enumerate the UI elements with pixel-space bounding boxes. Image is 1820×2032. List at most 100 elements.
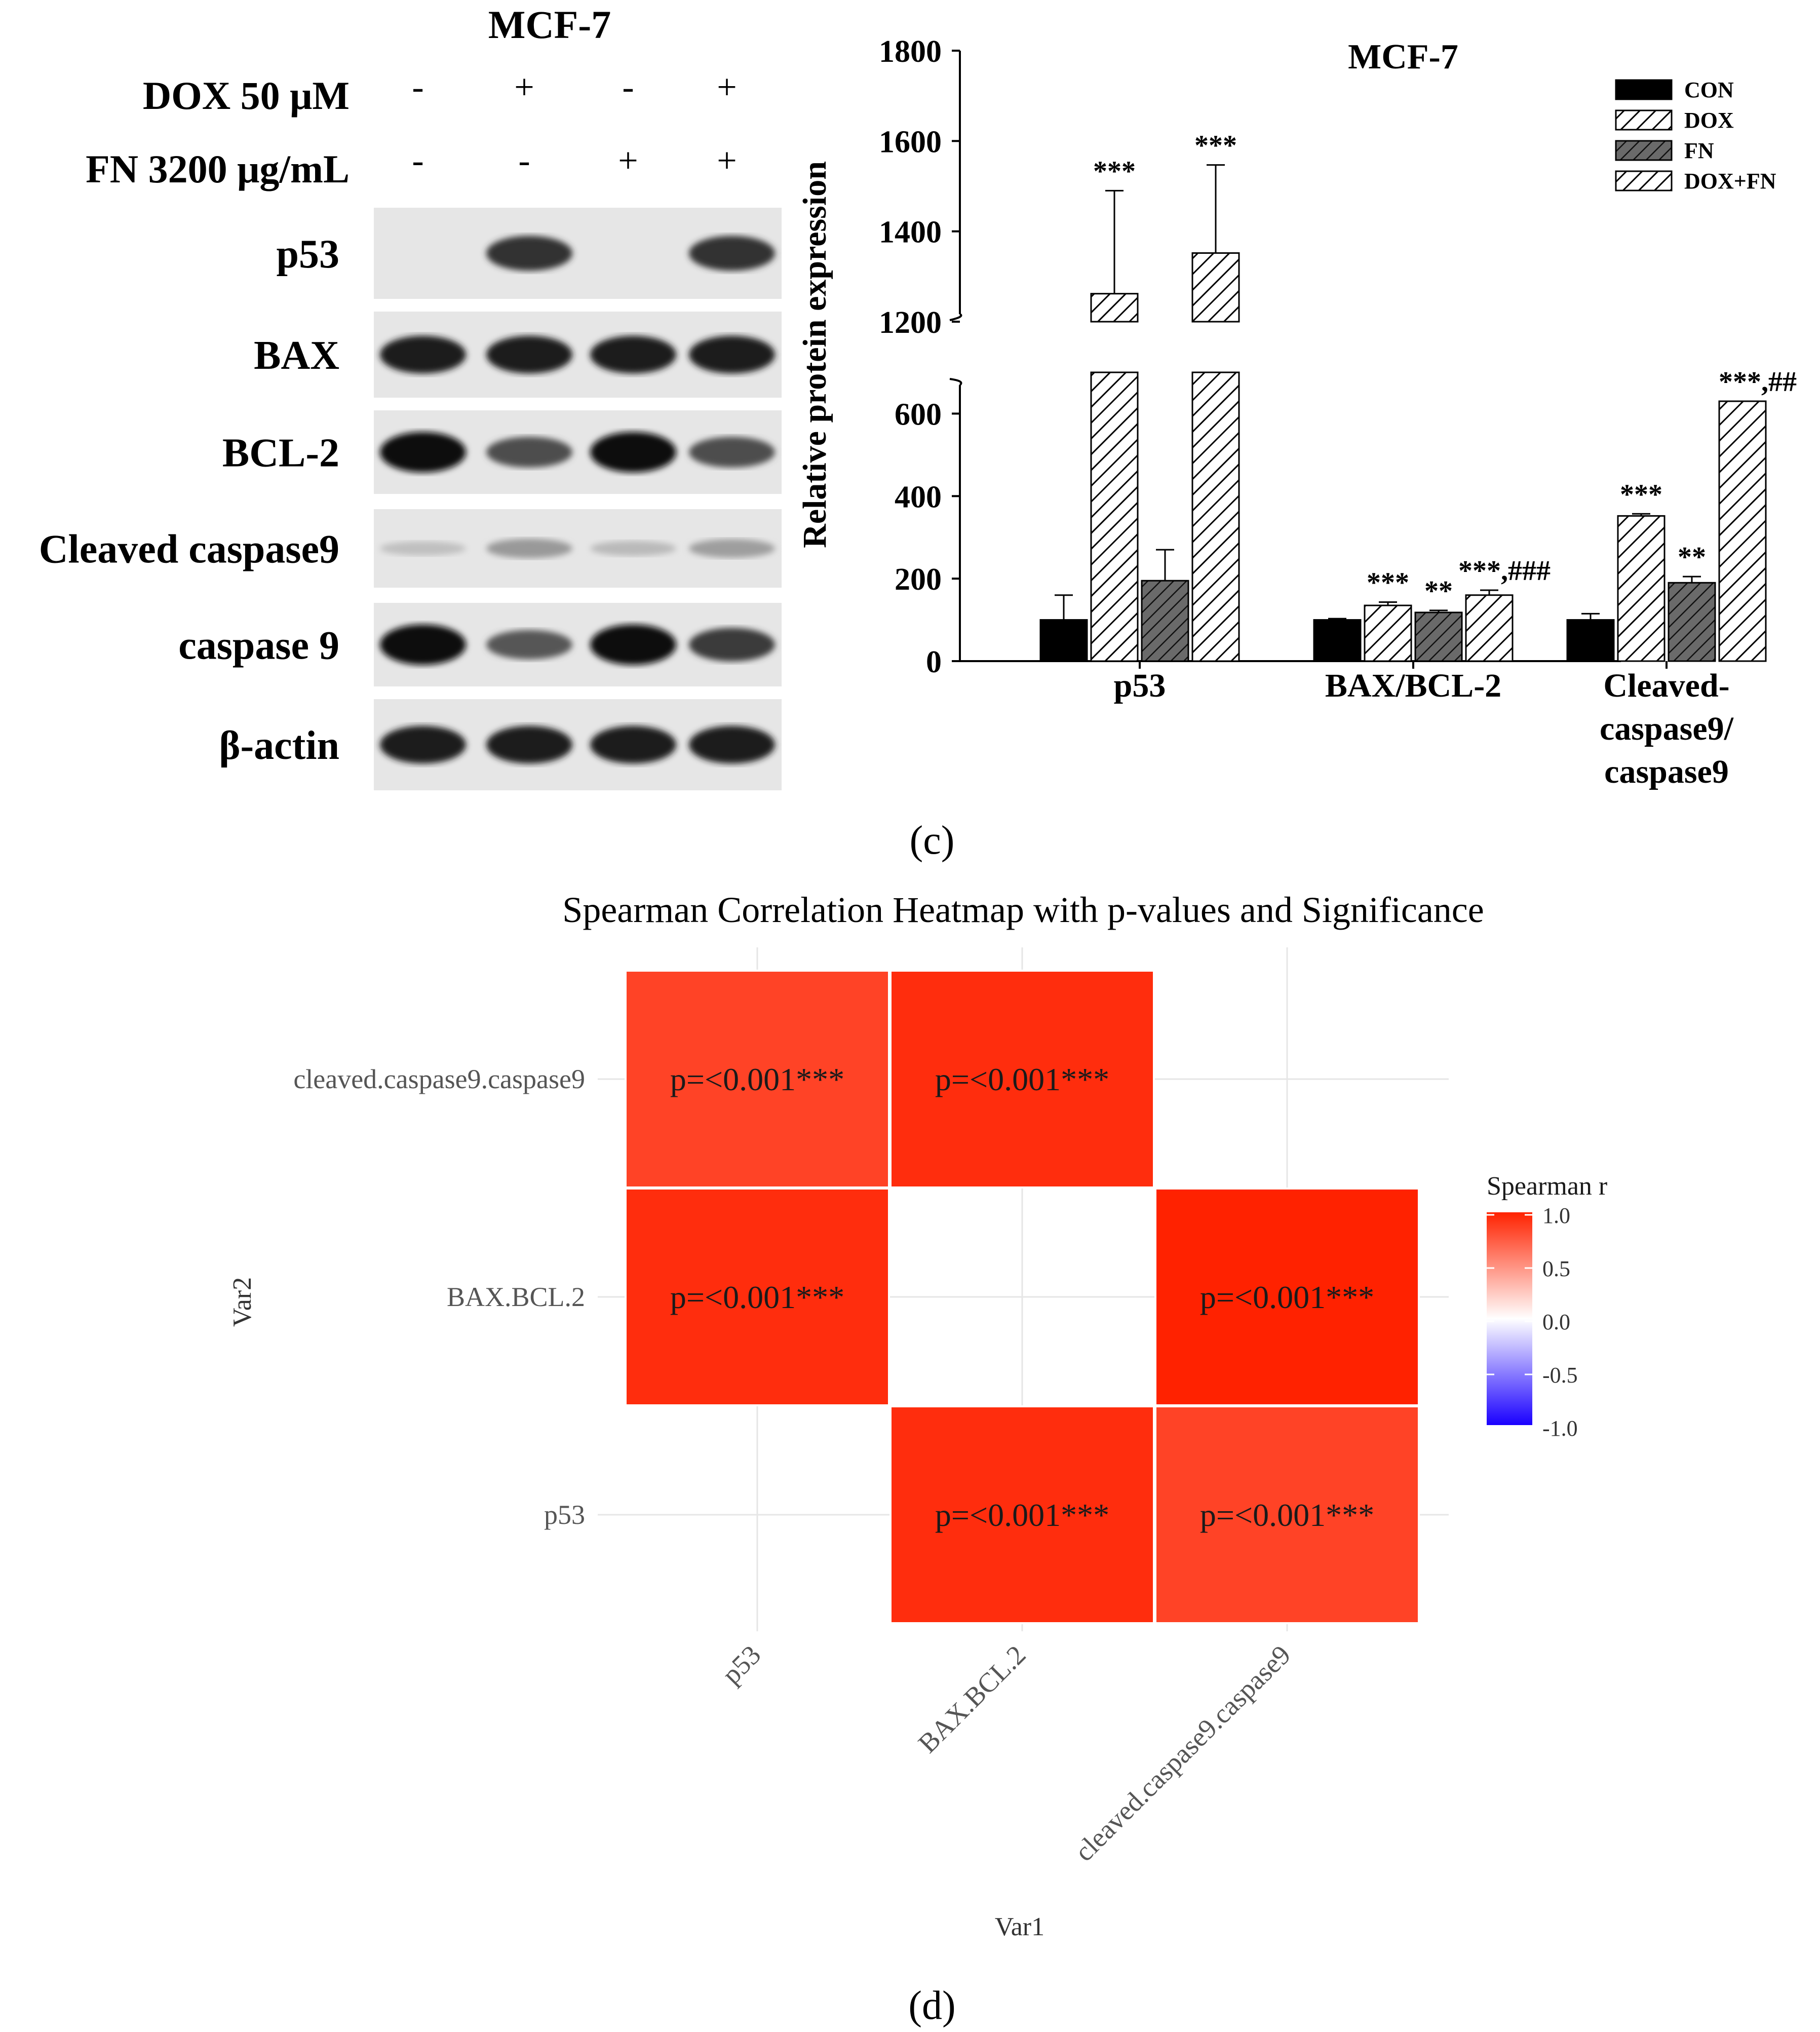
legend-label: CON — [1684, 78, 1734, 102]
bar — [1364, 604, 1412, 662]
bar-chart-axes: 0 200 400 600 1200 1400 1600 1800 p53 BAX/BCL-2 Cl… — [879, 34, 1734, 790]
treatment-sign: - — [518, 141, 530, 180]
band-label: BCL-2 — [222, 431, 339, 476]
heatmap-chart: Spearman Correlation Heatmap with p-valu… — [228, 890, 1607, 1941]
treatment-sign: + — [717, 141, 737, 180]
bar — [1566, 619, 1615, 662]
bar-chart: MCF-7 Relative protein expression 0 200 40… — [796, 34, 1797, 790]
y-tick-label: 1400 — [879, 215, 942, 250]
blot-band — [689, 335, 775, 374]
heatmap-x-axis-label: Var1 — [995, 1912, 1044, 1941]
bar — [1313, 619, 1362, 662]
panel-d-caption: (d) — [908, 1983, 955, 2028]
western-blot-panel: MCF-7 DOX 50 μM - + - + FN 3200 μg/mL - - + + p53… — [39, 3, 782, 790]
blot-band — [486, 437, 572, 468]
x-tick-label: Cleaved- — [1603, 667, 1729, 704]
bar — [1617, 515, 1666, 662]
bar-chart-legend: CON DOX FN DOX+FN — [1615, 78, 1776, 194]
axis-break-upper — [949, 313, 962, 321]
blot-band — [590, 335, 676, 374]
blot-band — [486, 725, 572, 764]
heatmap-cell — [1154, 1405, 1420, 1624]
panel-c-caption: (c) — [910, 818, 955, 863]
heatmap-cell-label: p=<0.001*** — [935, 1497, 1109, 1533]
significance-label: *** — [1093, 156, 1136, 187]
blot-band — [486, 236, 572, 271]
bar — [1465, 594, 1514, 662]
significance-label: *** — [1367, 567, 1409, 599]
heatmap-cell-label: p=<0.001*** — [1200, 1279, 1374, 1315]
heatmap-cell — [889, 970, 1155, 1188]
bar-chart-bars: *******************,###***,## — [1039, 130, 1797, 662]
heatmap-title: Spearman Correlation Heatmap with p-valu… — [562, 890, 1484, 930]
heatmap-cells: p=<0.001*** p=<0.001*** p=<0.001*** p=<0.00… — [625, 970, 1420, 1624]
blot-band — [380, 432, 466, 473]
heatmap-y-tick-label: p53 — [544, 1500, 585, 1530]
bar-upper-segment — [1191, 252, 1240, 323]
significance-label: *** — [1620, 479, 1662, 510]
legend-swatch — [1615, 170, 1673, 191]
treatment-sign: - — [412, 68, 423, 107]
legend-tick-label: 0.5 — [1542, 1256, 1570, 1281]
blot-cell-line-title: MCF-7 — [488, 3, 611, 47]
axis-break-lower — [949, 378, 962, 386]
treatment-sign: + — [618, 141, 638, 180]
heatmap-x-tick-label: BAX.BCL.2 — [912, 1639, 1031, 1758]
treatment-label: DOX 50 μM — [143, 73, 350, 118]
x-tick-label: caspase9/ — [1600, 710, 1734, 747]
blot-band — [486, 335, 572, 374]
treatment-label: FN 3200 μg/mL — [86, 147, 350, 191]
legend-tick-label: 0.0 — [1542, 1310, 1570, 1334]
bar-lower-segment — [1191, 371, 1240, 662]
legend-label: DOX — [1684, 108, 1734, 133]
blot-band — [689, 437, 775, 468]
legend-swatch — [1615, 79, 1673, 100]
treatment-sign: - — [622, 68, 634, 107]
bar-chart-title: MCF-7 — [1348, 37, 1458, 76]
bar — [1414, 611, 1463, 662]
band-label: caspase 9 — [178, 624, 339, 668]
y-tick-label: 200 — [895, 562, 942, 597]
heatmap-y-tick-label: cleaved.caspase9.caspase9 — [293, 1064, 585, 1094]
heatmap-x-tick-label: cleaved.caspase9.caspase9 — [1069, 1639, 1296, 1867]
band-label: β-actin — [219, 723, 339, 768]
blot-band — [486, 539, 572, 558]
blot-band — [689, 725, 775, 764]
treatment-sign: - — [412, 141, 423, 180]
blot-band — [380, 624, 466, 665]
treatment-sign: + — [514, 68, 534, 107]
heatmap-cell-label: p=<0.001*** — [1200, 1497, 1374, 1533]
significance-label: ***,## — [1719, 366, 1797, 398]
bar — [1668, 582, 1716, 662]
legend-label: DOX+FN — [1684, 169, 1776, 194]
blot-band — [590, 541, 676, 556]
y-tick-label: 1800 — [879, 34, 942, 69]
bar — [1039, 619, 1088, 662]
legend-tick-label: -0.5 — [1542, 1363, 1578, 1388]
band-label: p53 — [277, 232, 340, 277]
significance-label: *** — [1194, 130, 1237, 162]
significance-label: ** — [1678, 542, 1706, 573]
legend-tick-label: 1.0 — [1542, 1203, 1570, 1228]
blot-band — [486, 630, 572, 660]
y-tick-label: 1200 — [879, 305, 942, 340]
legend-title: Spearman r — [1487, 1172, 1607, 1201]
blot-band — [689, 539, 775, 558]
heatmap-cell — [625, 1187, 890, 1406]
heatmap-color-legend: Spearman r1.0 0.5 0.0 -0.5 -1.0 — [1487, 1172, 1607, 1441]
blot-band-rows: p53 BAX BCL-2 Cleaved caspase9 caspase 9 β-ac… — [39, 208, 782, 790]
y-tick-label: 400 — [895, 480, 942, 514]
x-tick-label: caspase9 — [1604, 753, 1729, 790]
legend-colorbar — [1487, 1212, 1532, 1425]
blot-band — [689, 236, 775, 271]
blot-band — [590, 624, 676, 665]
y-tick-label: 1600 — [879, 125, 942, 159]
band-label: BAX — [254, 333, 339, 378]
treatment-sign: + — [717, 68, 737, 107]
blot-band — [689, 628, 775, 662]
significance-label: ** — [1424, 576, 1453, 607]
significance-label: ***,### — [1458, 555, 1551, 587]
heatmap-y-tick-label: BAX.BCL.2 — [447, 1282, 585, 1312]
legend-label: FN — [1684, 138, 1714, 163]
